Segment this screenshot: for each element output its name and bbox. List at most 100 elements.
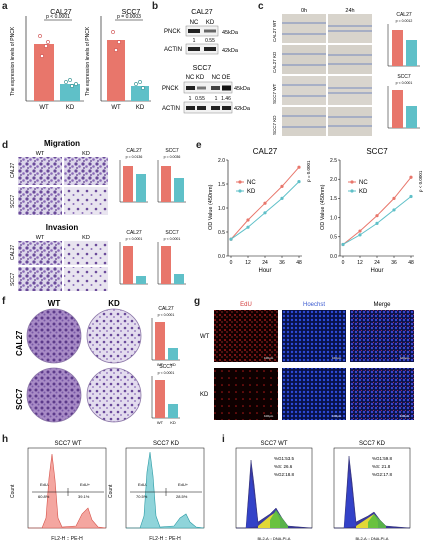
- lane-label: OE: [222, 75, 231, 81]
- x-axis-label: Hour: [258, 268, 271, 274]
- panel-c-wound-healing: 0h 24h CAL27 WT CAL27 KD SCC7 WT SCC7 KD…: [272, 8, 420, 136]
- data-point-nc: [263, 201, 267, 205]
- line-chart-cal27: CAL27 0.0 0.5 1.0 1.5 2.0 0 12 24 36 48 Hour OD Valu…: [208, 147, 311, 274]
- lane-label: NC: [212, 75, 221, 81]
- x-tick-label: 12: [245, 260, 251, 266]
- panel-d-transwell: Migration WT KD CAL27 SCC7 Invasion WT K…: [10, 139, 186, 291]
- x-tick-label: 0: [342, 260, 345, 266]
- svg-text:WT: WT: [157, 362, 164, 367]
- svg-text:p < 0.0001: p < 0.0001: [158, 313, 175, 317]
- data-point-kd: [297, 180, 301, 184]
- panel-label-e: e: [196, 140, 202, 151]
- ratio: 0.55: [205, 38, 215, 44]
- svg-text:WT: WT: [157, 420, 164, 425]
- panel-label-i: i: [222, 434, 225, 445]
- panel-a-bar-charts: CAL27 p < 0.0001 WT KD The expression le…: [10, 9, 151, 111]
- x-tick-kd: KD: [136, 105, 145, 111]
- wound-chart-cal27: CAL27 p = 0.0012: [387, 12, 420, 67]
- svg-text:BL2-A :: DNA-PI-A: BL2-A :: DNA-PI-A: [356, 536, 389, 541]
- y-tick-label: 2.0: [330, 177, 337, 183]
- panel-b-western-blots: CAL27 NC KD PNCK 1 0.55 45kDa ACTIN 42kD…: [162, 9, 251, 114]
- svg-text:KD: KD: [82, 235, 90, 241]
- svg-text:p = 0.0136: p = 0.0136: [126, 155, 143, 159]
- y-axis-label: OD Value (450nm): [320, 184, 326, 230]
- legend-marker: [238, 189, 242, 193]
- svg-text:p < 0.0001: p < 0.0001: [164, 237, 181, 241]
- panel-label-f: f: [2, 296, 6, 307]
- data-point-kd: [358, 233, 362, 237]
- y-axis-label: The expression levels of PNCK: [10, 26, 16, 96]
- panel-label-c: c: [258, 1, 264, 12]
- panel-label-b: b: [152, 1, 159, 12]
- y-tick-label: 0.5: [218, 230, 225, 236]
- x-tick-label: 36: [391, 260, 397, 266]
- svg-text:KD: KD: [108, 299, 120, 308]
- svg-text:Hoechst: Hoechst: [303, 302, 325, 308]
- cell-cycle-plot-wt: SCC7 WT %G1:53.5 %S: 26.6 %G2:18.8 BL2-A…: [235, 441, 313, 541]
- p-value: p < 0.0001: [46, 14, 70, 20]
- svg-text:CAL27: CAL27: [126, 230, 142, 236]
- svg-text:p < 0.0001: p < 0.0001: [126, 237, 143, 241]
- data-point-nc: [375, 214, 379, 218]
- svg-text:WT: WT: [36, 235, 45, 241]
- data-point-nc: [358, 229, 362, 233]
- wound-chart-scc7: SCC7 p < 0.0001: [387, 74, 420, 129]
- chart-title: CAL27: [253, 147, 278, 156]
- svg-text:EdU+: EdU+: [80, 482, 91, 487]
- chart-title: SCC7: [122, 9, 141, 16]
- data-point-nc: [246, 218, 250, 222]
- svg-text:p = 0.0012: p = 0.0012: [396, 19, 413, 23]
- x-tick-label: 48: [296, 260, 302, 266]
- legend-label: KD: [247, 189, 256, 195]
- svg-text:SCC7: SCC7: [159, 364, 173, 370]
- svg-text:39.1%: 39.1%: [78, 494, 90, 499]
- svg-text:%S: 26.6: %S: 26.6: [274, 464, 293, 469]
- p-value: p = 0.0003: [117, 14, 141, 20]
- svg-text:Count: Count: [10, 484, 16, 498]
- section-title: Invasion: [46, 223, 79, 232]
- svg-text:%G2:18.8: %G2:18.8: [274, 472, 295, 477]
- x-tick-wt: WT: [39, 105, 49, 111]
- panel-i-cell-cycle: SCC7 WT %G1:53.5 %S: 26.6 %G2:18.8 BL2-A…: [235, 441, 411, 541]
- data-point-kd: [280, 196, 284, 200]
- svg-text:WT: WT: [48, 299, 61, 308]
- y-tick-label: 0.5: [330, 235, 337, 241]
- svg-text:CAL27: CAL27: [158, 306, 174, 312]
- svg-text:SCC7: SCC7: [15, 388, 24, 410]
- series-line-nc: [342, 176, 412, 245]
- svg-text:p < 0.0001: p < 0.0001: [158, 371, 175, 375]
- scratch-images: [282, 14, 372, 136]
- svg-text:100μm: 100μm: [332, 414, 342, 418]
- svg-text:SCC7: SCC7: [165, 230, 179, 236]
- y-tick-label: 2.0: [218, 158, 225, 164]
- panel-f-colony-formation: WT KD CAL27 SCC7 CAL27 p < 0.0001 WT KD S…: [15, 299, 180, 425]
- svg-text:SCC7 WT: SCC7 WT: [261, 441, 288, 447]
- svg-text:WT: WT: [200, 334, 210, 340]
- svg-text:EdU+: EdU+: [178, 482, 189, 487]
- data-point-kd: [375, 221, 379, 225]
- data-point-nc: [297, 165, 301, 169]
- lane-label: KD: [196, 75, 205, 81]
- y-tick-label: 0.0: [218, 254, 225, 260]
- svg-text:%S: 21.8: %S: 21.8: [372, 464, 391, 469]
- svg-text:%G2:17.8: %G2:17.8: [372, 472, 393, 477]
- blot-title: CAL27: [191, 9, 213, 16]
- y-tick-label: 2.5: [330, 158, 337, 164]
- row-label: CAL27 KD: [272, 51, 277, 73]
- row-label: SCC7 WT: [272, 83, 277, 104]
- ratio: 1: [189, 96, 192, 102]
- x-tick-wt: WT: [111, 105, 121, 111]
- panel-label-g: g: [194, 296, 201, 307]
- y-tick-label: 1.5: [330, 196, 337, 202]
- legend-label: KD: [359, 189, 368, 195]
- kda: 42kDa: [234, 106, 251, 112]
- svg-text:100μm: 100μm: [332, 356, 342, 360]
- data-point-nc: [280, 184, 284, 188]
- bar-kd: [131, 86, 149, 101]
- svg-text:SCC7: SCC7: [165, 148, 179, 154]
- lane-label: NC: [186, 75, 195, 81]
- data-point-kd: [409, 194, 413, 199]
- dish-wt-scc7: [26, 367, 82, 423]
- svg-text:%G1:53.5: %G1:53.5: [274, 456, 295, 461]
- time-label: 0h: [301, 8, 307, 14]
